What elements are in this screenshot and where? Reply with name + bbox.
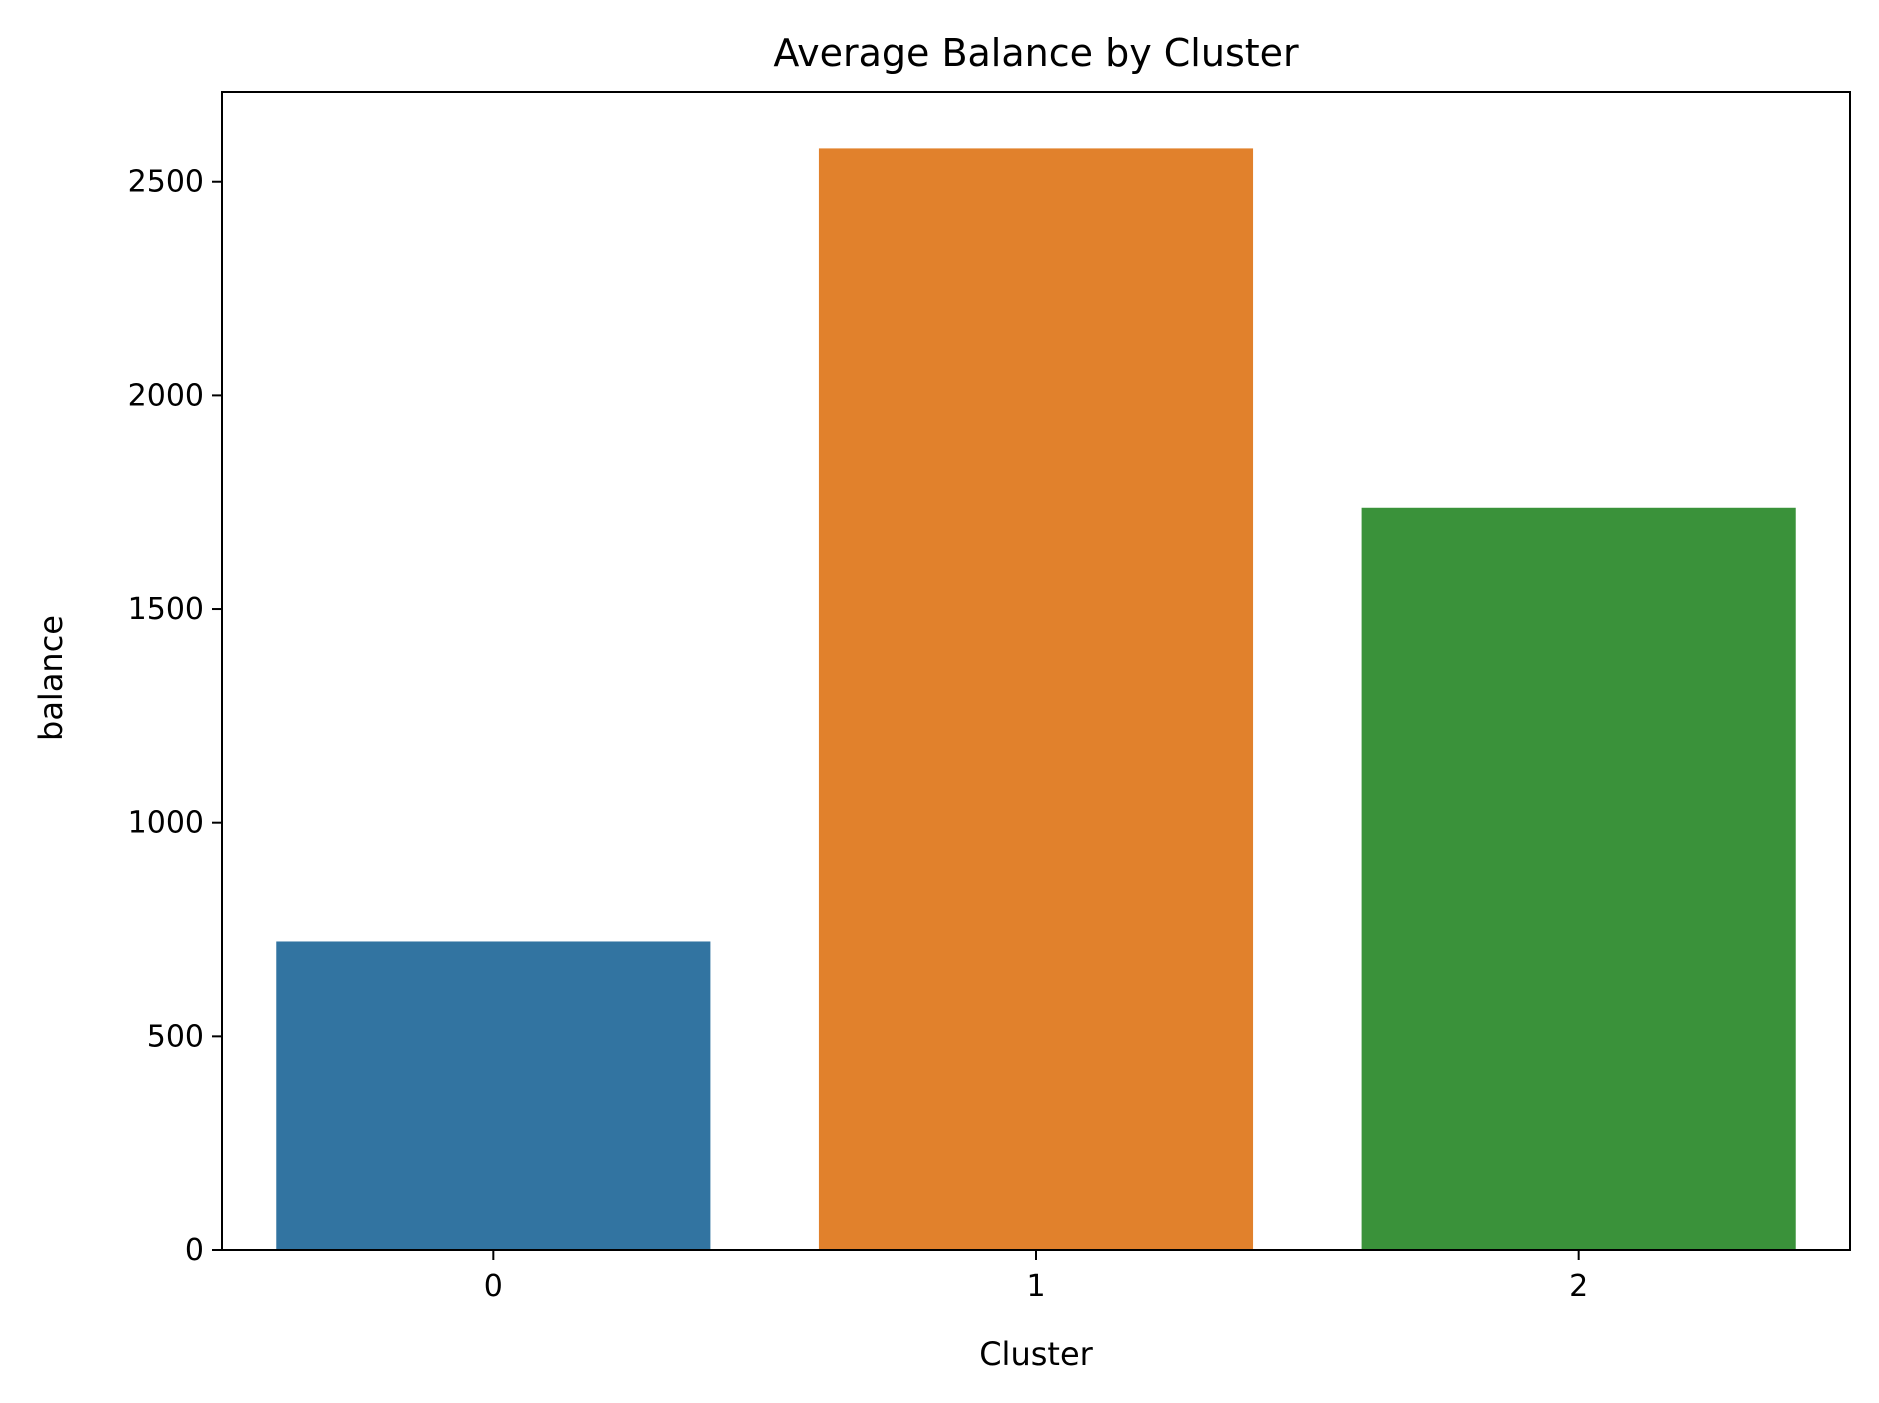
x-tick-label-2: 2 bbox=[1569, 1269, 1588, 1304]
y-ticks-layer: 0 500 1000 1500 2000 2500 bbox=[128, 165, 222, 1268]
y-axis-label: balance bbox=[32, 615, 70, 741]
y-tick-label-500: 500 bbox=[147, 1019, 204, 1054]
bars-layer bbox=[276, 148, 1796, 1250]
x-tick-label-1: 1 bbox=[1026, 1269, 1045, 1304]
x-ticks-layer: 0 1 2 bbox=[484, 1250, 1588, 1304]
y-tick-label-2500: 2500 bbox=[128, 165, 204, 200]
y-tick-label-1500: 1500 bbox=[128, 592, 204, 627]
y-tick-label-1000: 1000 bbox=[128, 806, 204, 841]
bar-cluster-0 bbox=[276, 941, 711, 1250]
y-tick-label-0: 0 bbox=[185, 1233, 204, 1268]
x-axis-label: Cluster bbox=[979, 1335, 1093, 1373]
x-tick-label-0: 0 bbox=[484, 1269, 503, 1304]
bar-cluster-1 bbox=[818, 148, 1254, 1250]
y-tick-label-2000: 2000 bbox=[128, 378, 204, 413]
bar-cluster-2 bbox=[1361, 507, 1796, 1250]
plot-frame bbox=[221, 91, 1851, 1251]
chart-title: Average Balance by Cluster bbox=[773, 31, 1299, 75]
